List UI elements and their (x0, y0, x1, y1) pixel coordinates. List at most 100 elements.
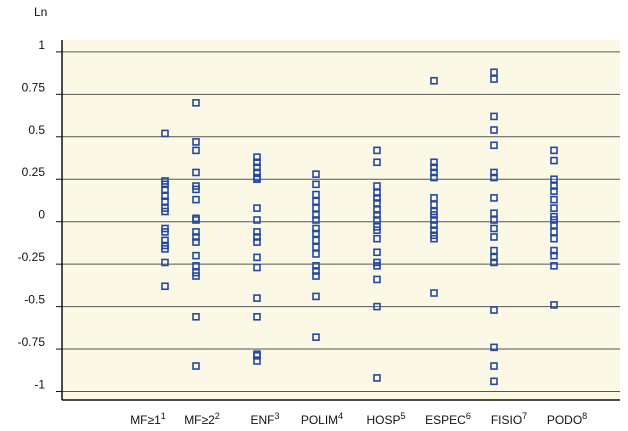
data-point (490, 75, 498, 83)
data-point (192, 195, 200, 204)
data-point (312, 216, 320, 224)
data-point (430, 158, 438, 167)
data-point (430, 234, 438, 243)
data-point (192, 312, 200, 321)
data-point (490, 173, 498, 182)
data-point (312, 267, 320, 275)
data-point (312, 224, 320, 233)
data-point (373, 189, 381, 197)
data-point (373, 226, 381, 234)
data-point (253, 228, 261, 236)
data-point (550, 246, 558, 255)
y-tick-label: 0.25 (22, 165, 46, 179)
data-point (490, 168, 498, 177)
category-name: MF≥2 (184, 413, 215, 427)
category-name: MF≥1 (130, 413, 161, 427)
data-point (550, 195, 558, 204)
y-tick-label: -0.75 (18, 335, 46, 349)
data-point (253, 163, 261, 172)
data-point (253, 294, 261, 302)
data-point (550, 146, 558, 155)
data-point (373, 211, 381, 219)
data-point (373, 262, 381, 270)
y-tick-label: 0.75 (22, 80, 46, 94)
x-tick-label: MF≥22 (184, 411, 220, 427)
y-tick-label: 1 (38, 38, 45, 52)
data-point (490, 258, 498, 267)
x-tick-label: FISIO7 (491, 411, 527, 427)
data-point (550, 216, 558, 224)
data-point (192, 99, 200, 107)
data-point (550, 234, 558, 243)
data-point (373, 374, 381, 382)
data-point (192, 168, 200, 177)
y-tick-label: 0 (38, 208, 45, 222)
y-tick-label: -1 (34, 378, 45, 392)
data-point (490, 194, 498, 202)
y-tick-label: -0.25 (18, 250, 46, 264)
data-point (161, 180, 169, 189)
category-name: POLIM (301, 413, 338, 427)
data-point (373, 158, 381, 167)
data-point (161, 236, 169, 245)
data-point (192, 228, 200, 236)
data-point (161, 245, 169, 253)
data-point (253, 204, 261, 212)
data-point (373, 146, 381, 155)
category-superscript: 5 (401, 411, 406, 421)
data-point (312, 250, 320, 258)
y-axis-label: Ln (34, 5, 47, 19)
data-point (373, 194, 381, 202)
data-point (192, 272, 200, 280)
data-point (161, 228, 169, 236)
data-point (192, 251, 200, 260)
data-point (253, 352, 261, 360)
data-point (312, 262, 320, 270)
data-point (312, 272, 320, 280)
category-superscript: 8 (582, 411, 587, 421)
data-point (430, 211, 438, 219)
data-point (192, 362, 200, 370)
x-tick-label: HOSP5 (366, 411, 405, 427)
x-tick-label: PODO8 (547, 411, 587, 427)
data-point (161, 129, 169, 138)
category-name: ENF (250, 413, 274, 427)
data-point (312, 333, 320, 341)
data-point (490, 112, 498, 121)
data-point (550, 156, 558, 165)
data-point (373, 302, 381, 311)
data-point (253, 238, 261, 246)
data-point (253, 153, 261, 161)
data-point (192, 138, 200, 146)
data-point (490, 216, 498, 224)
data-point (312, 292, 320, 301)
category-superscript: 4 (338, 411, 343, 421)
data-point (430, 173, 438, 182)
category-name: HOSP (366, 413, 400, 427)
category-name: PODO (547, 413, 582, 427)
data-point (253, 357, 261, 365)
data-point (490, 253, 498, 262)
data-point (373, 275, 381, 284)
data-point (490, 126, 498, 134)
category-superscript: 6 (466, 411, 471, 421)
category-superscript: 2 (215, 411, 220, 421)
data-point (550, 262, 558, 270)
data-point (430, 163, 438, 172)
data-point (192, 146, 200, 155)
data-point (550, 187, 558, 195)
x-tick-label: MF≥11 (130, 411, 166, 427)
data-point (490, 306, 498, 314)
data-point (312, 170, 320, 178)
category-superscript: 3 (274, 411, 279, 421)
data-point (550, 251, 558, 260)
data-point (490, 362, 498, 370)
data-point (192, 185, 200, 194)
y-tick-label: -0.5 (24, 293, 45, 307)
data-point (550, 301, 558, 309)
data-point (430, 226, 438, 234)
data-point (192, 238, 200, 246)
category-superscript: 7 (522, 411, 527, 421)
data-point (253, 216, 261, 224)
